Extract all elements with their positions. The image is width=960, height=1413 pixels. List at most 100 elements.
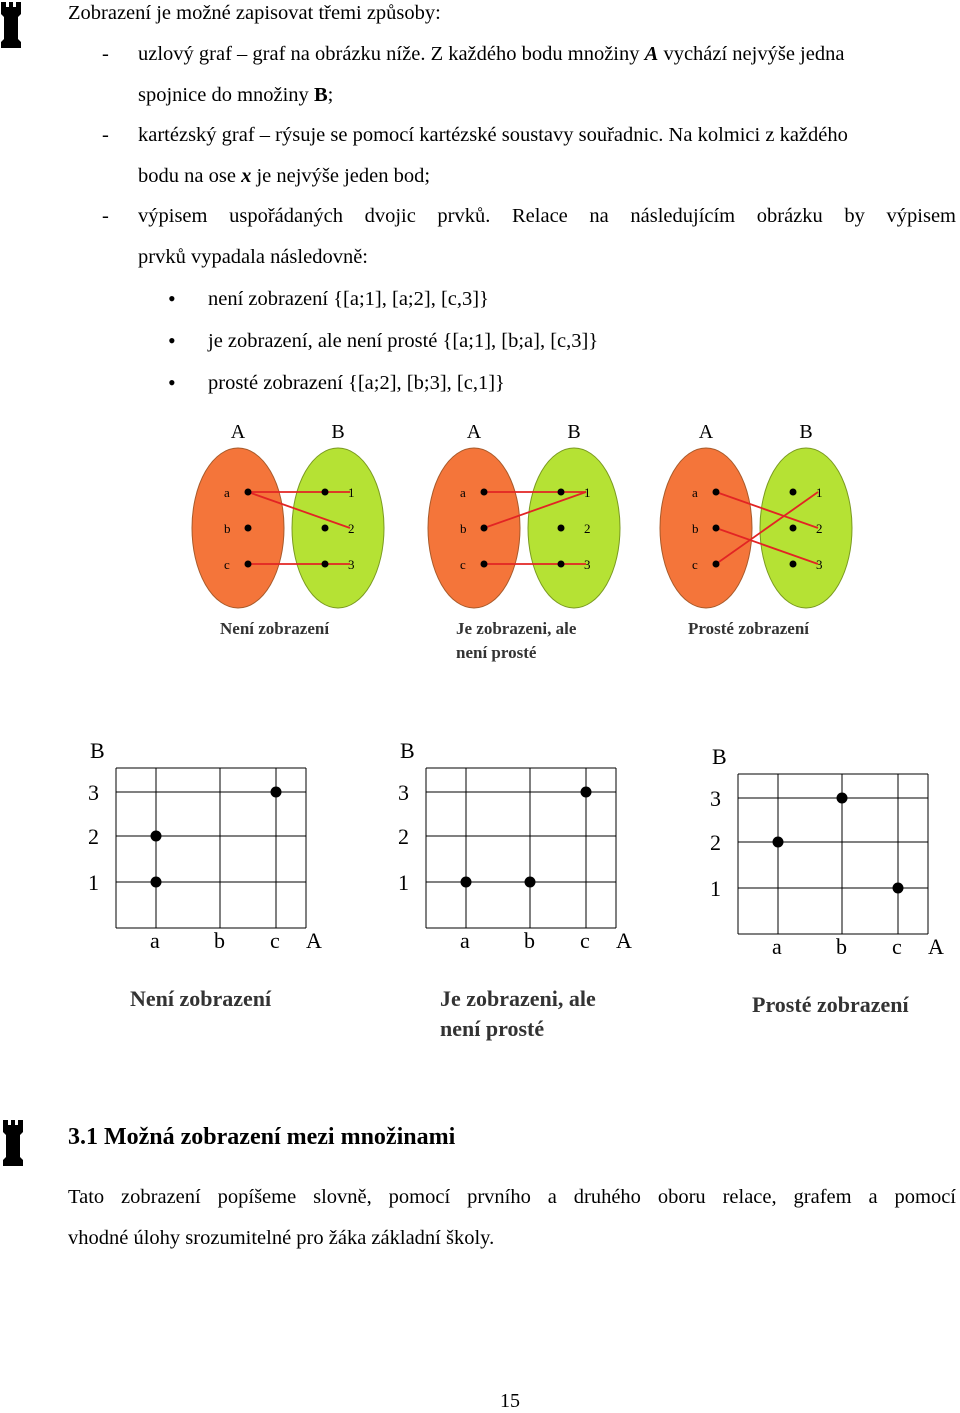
y-tick-label: 3: [88, 780, 99, 805]
set-b-point: [557, 488, 565, 496]
set-b-element: 3: [348, 557, 355, 572]
set-a-element: c: [460, 557, 466, 572]
venn-caption: Je zobrazeni, ale: [456, 619, 577, 638]
x-tick-label: c: [580, 928, 590, 953]
graph-caption-line2: není prosté: [440, 1016, 544, 1041]
bullet-dot: •: [168, 370, 176, 395]
set-b-label: B: [567, 421, 580, 443]
set-a-point: [244, 560, 252, 568]
set-a-label: A: [699, 421, 714, 443]
y-axis-name: B: [90, 738, 105, 763]
data-point: [460, 876, 472, 888]
set-a-label: A: [231, 421, 246, 443]
rook-icon: [1, 2, 21, 48]
y-tick-label: 3: [398, 780, 409, 805]
set-b-point: [321, 560, 329, 568]
cartesian-graph-2: B 3 2 1 a b c A Je zobrazeni, ale není prosté: [398, 738, 632, 1041]
venn-caption-line2: není prosté: [456, 643, 537, 662]
set-b-ellipse: [527, 447, 621, 609]
data-point: [270, 786, 282, 798]
data-point: [836, 792, 848, 804]
venn-caption: Není zobrazení: [220, 619, 329, 638]
cartesian-graphs: B 3 2 1 a b c A Není zobrazení B 3 2 1 a b c A Je zobraze…: [88, 738, 944, 1041]
set-a-point: [712, 488, 720, 496]
dash: -: [102, 43, 109, 65]
set-a-label: A: [467, 421, 482, 443]
graph-caption: Prosté zobrazení: [752, 992, 909, 1017]
set-b-point: [321, 488, 329, 496]
section-heading: 3.1 Možná zobrazení mezi množinami: [68, 1124, 456, 1150]
set-a-ellipse: [191, 447, 285, 609]
set-b-element: 3: [584, 557, 591, 572]
set-b-label: B: [331, 421, 344, 443]
section-paragraph-line1: Tato zobrazení popíšeme slovně, pomocí p…: [68, 1186, 956, 1208]
set-b-point: [789, 488, 797, 496]
x-axis-name: A: [928, 934, 944, 959]
venn-diagrams: A Ba b c 1 2 3 Není zobrazení A Ba b c 1 2 3 Je zobraze…: [191, 421, 853, 662]
set-a-element: b: [692, 521, 699, 536]
y-tick-label: 3: [710, 786, 721, 811]
graph-caption: Je zobrazeni, ale: [440, 986, 596, 1011]
mapping-arrow: [715, 491, 819, 565]
y-axis-name: B: [400, 738, 415, 763]
set-b-point: [321, 524, 329, 532]
x-tick-label: b: [524, 928, 535, 953]
list-item-3-line2: prvků vypadala následovně:: [138, 246, 368, 268]
data-point: [772, 836, 784, 848]
dash: -: [102, 205, 109, 227]
list-item-3-line1: výpisem uspořádaných dvojic prvků. Relac…: [138, 205, 956, 227]
set-a-element: a: [692, 485, 698, 500]
mapping-arrow: [247, 491, 351, 529]
x-tick-label: a: [772, 934, 782, 959]
set-b-element: 2: [348, 521, 355, 536]
x-tick-label: c: [892, 934, 902, 959]
mapping-arrow: [715, 491, 819, 529]
venn-diagram-1: A Ba b c 1 2 3 Není zobrazení: [191, 421, 385, 638]
x-axis-name: A: [616, 928, 632, 953]
set-a-element: c: [224, 557, 230, 572]
set-b-point: [789, 524, 797, 532]
cartesian-graph-1: B 3 2 1 a b c A Není zobrazení: [88, 738, 322, 1011]
x-tick-label: b: [836, 934, 847, 959]
section-paragraph-line2: vhodné úlohy srozumitelné pro žáka zákla…: [68, 1227, 495, 1249]
y-tick-label: 1: [710, 876, 721, 901]
bullet-3: prosté zobrazení {[a;2], [b;3], [c,1]}: [208, 372, 505, 394]
venn-diagram-3: A Ba b c 1 2 3 Prosté zobrazení: [659, 421, 853, 638]
cartesian-graph-3: B 3 2 1 a b c A Prosté zobrazení: [710, 744, 944, 1017]
y-tick-label: 1: [88, 870, 99, 895]
set-b-element: 1: [816, 485, 823, 500]
x-tick-label: a: [460, 928, 470, 953]
set-b-point: [789, 560, 797, 568]
set-a-element: a: [460, 485, 466, 500]
dash: -: [102, 124, 109, 146]
x-axis-name: A: [306, 928, 322, 953]
bullet-dot: •: [168, 286, 176, 311]
venn-diagram-2: A Ba b c 1 2 3 Je zobrazeni, ale není prosté: [427, 421, 621, 662]
data-point: [150, 830, 162, 842]
y-tick-label: 2: [710, 830, 721, 855]
y-tick-label: 2: [398, 824, 409, 849]
set-b-ellipse: [759, 447, 853, 609]
set-b-element: 2: [816, 521, 823, 536]
set-a-point: [712, 524, 720, 532]
data-point: [892, 882, 904, 894]
y-tick-label: 1: [398, 870, 409, 895]
set-a-ellipse: [427, 447, 521, 609]
bullet-dot: •: [168, 328, 176, 353]
set-b-element: 1: [584, 485, 591, 500]
set-a-element: b: [224, 521, 231, 536]
data-point: [150, 876, 162, 888]
list-item-2-line1: kartézský graf – rýsuje se pomocí kartéz…: [138, 124, 848, 146]
bullet-1: není zobrazení {[a;1], [a;2], [c,3]}: [208, 288, 489, 310]
set-a-point: [712, 560, 720, 568]
set-a-ellipse: [659, 447, 753, 609]
list-item-1-line2: spojnice do množiny B;: [138, 84, 334, 106]
rook-icon: [3, 1120, 23, 1166]
set-a-point: [244, 488, 252, 496]
set-a-element: b: [460, 521, 467, 536]
page-number: 15: [500, 1390, 520, 1412]
intro-text: Zobrazení je možné zapisovat třemi způso…: [68, 2, 441, 24]
data-point: [580, 786, 592, 798]
set-b-label: B: [799, 421, 812, 443]
set-a-point: [244, 524, 252, 532]
